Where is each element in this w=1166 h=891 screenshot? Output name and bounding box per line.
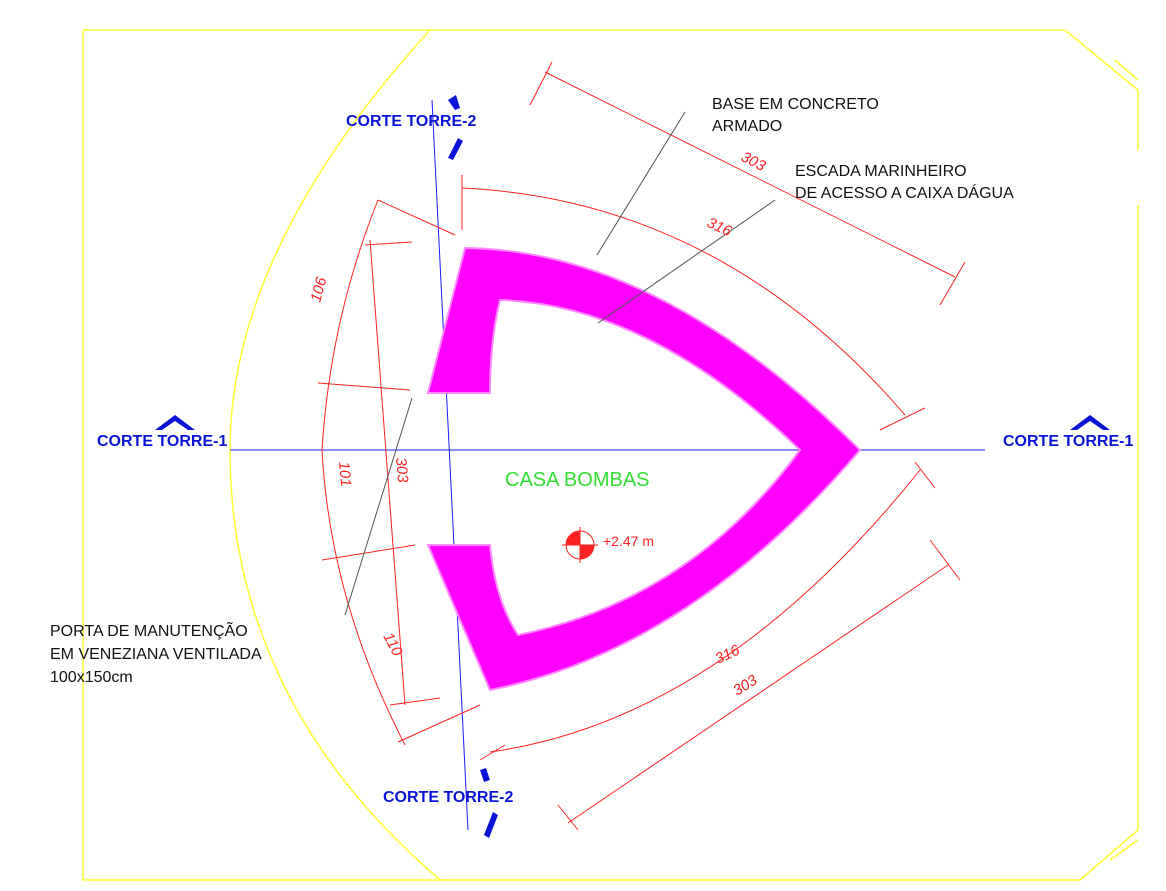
dimension-label: 110: [379, 630, 406, 660]
dimension-label: 316: [704, 214, 734, 240]
axes: [155, 95, 1110, 838]
label: EM VENEZIANA VENTILADA: [50, 646, 262, 663]
label: 100x150cm: [50, 669, 133, 686]
label: ARMADO: [712, 118, 782, 135]
level-label: +2.47 m: [603, 533, 654, 549]
dimension-label: 303: [392, 457, 411, 484]
site-outline: [83, 30, 1138, 880]
label: PORTA DE MANUTENÇÃO: [50, 620, 248, 640]
label: DE ACESSO A CAIXA DÁGUA: [795, 183, 1014, 202]
label: BASE EM CONCRETO: [712, 96, 879, 113]
dimension-label: 316: [713, 641, 743, 667]
dimension-label: 101: [335, 461, 354, 487]
section-label: CORTE TORRE-1: [97, 433, 227, 450]
label: ESCADA MARINHEIRO: [795, 163, 967, 180]
section-label: CORTE TORRE-1: [1003, 433, 1133, 450]
section-label: CORTE TORRE-2: [383, 789, 513, 806]
drawing: BASE EM CONCRETO ARMADO ESCADA MARINHEIR…: [0, 0, 1166, 891]
room-label: CASA BOMBAS: [505, 469, 650, 491]
texts: BASE EM CONCRETO ARMADO ESCADA MARINHEIR…: [50, 96, 1133, 806]
level-symbol: [562, 527, 598, 563]
section-label: CORTE TORRE-2: [346, 113, 476, 130]
dimension-label: 106: [307, 275, 330, 304]
